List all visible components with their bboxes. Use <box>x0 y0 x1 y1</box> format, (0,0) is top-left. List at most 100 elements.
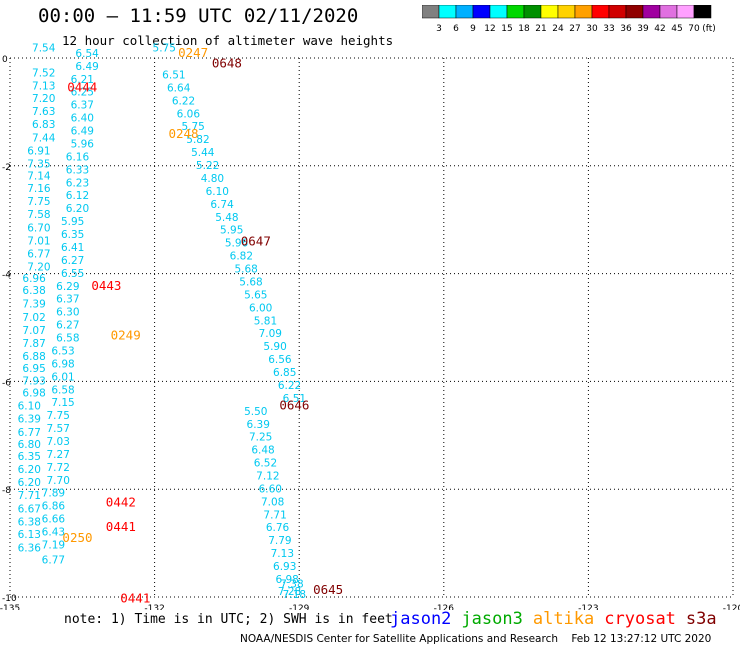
wave-height-value: 7.02 <box>22 312 45 324</box>
wave-height-values: 7.547.527.137.207.636.837.446.917.357.14… <box>18 43 306 602</box>
wave-height-value: 5.48 <box>215 212 238 224</box>
wave-height-value: 6.70 <box>27 223 50 235</box>
wave-height-value: 5.96 <box>225 238 249 250</box>
x-tick-label: -126 <box>434 604 455 610</box>
wave-height-value: 7.07 <box>22 325 45 337</box>
wave-height-value: 7.20 <box>27 261 50 273</box>
wave-height-value: 7.13 <box>32 80 55 92</box>
wave-height-value: 6.85 <box>273 367 296 379</box>
wave-height-value: 6.60 <box>259 483 282 495</box>
y-tick-label: -6 <box>2 378 11 388</box>
wave-height-value: 6.86 <box>42 501 66 513</box>
wave-height-value: 7.19 <box>42 539 65 551</box>
wave-height-value: 6.20 <box>18 477 41 489</box>
y-tick-label: 0 <box>2 55 8 65</box>
wave-height-value: 6.20 <box>66 203 89 215</box>
wave-height-value: 7.12 <box>256 470 279 482</box>
wave-height-value: 6.82 <box>230 251 253 263</box>
wave-height-value: 6.77 <box>42 555 65 567</box>
legend-altika: altika <box>532 609 595 629</box>
wave-height-value: 6.37 <box>71 100 94 112</box>
wave-height-value: 6.33 <box>66 164 89 176</box>
wave-height-value: 6.52 <box>254 458 277 470</box>
x-tick-label: -129 <box>289 604 310 610</box>
wave-height-value: 7.38 <box>280 578 303 590</box>
wave-height-value: 5.22 <box>196 160 219 172</box>
wave-height-value: 6.27 <box>61 255 84 267</box>
wave-height-value: 7.35 <box>27 158 50 170</box>
time-label: 0249 <box>111 327 141 342</box>
time-label: 0645 <box>313 582 343 597</box>
wave-height-value: 5.95 <box>61 216 84 228</box>
axis-ticks: 0 -2 -4 -6 -8 -10-135 -132 -129 -126 -123 -120 <box>0 55 740 610</box>
wave-height-value: 6.93 <box>273 561 296 573</box>
footnote: note: 1) Time is in UTC; 2) SWH is in fe… <box>64 612 393 627</box>
y-tick-label: -2 <box>2 163 11 173</box>
colorbar-label: 33 <box>603 24 614 34</box>
satellite-legend: jason2 jason3 altika cryosat s3a <box>390 609 727 629</box>
wave-height-value: 6.49 <box>71 126 94 138</box>
colorbar-label: 30 <box>586 24 598 34</box>
wave-height-value: 7.03 <box>47 436 70 448</box>
legend-jason3: jason3 <box>461 609 523 629</box>
time-label: 0248 <box>168 126 198 141</box>
wave-height-value: 6.51 <box>283 393 306 405</box>
wave-height-value: 5.75 <box>153 43 176 55</box>
wave-height-value: 7.09 <box>259 328 282 340</box>
wave-height-value: 6.39 <box>247 419 270 431</box>
wave-height-value: 6.35 <box>61 229 84 241</box>
wave-height-value: 6.80 <box>18 439 41 451</box>
wave-height-value: 5.75 <box>181 121 204 133</box>
wave-height-value: 7.52 <box>32 67 55 79</box>
wave-height-value: 6.10 <box>18 400 41 412</box>
wave-height-value: 6.27 <box>56 320 79 332</box>
wave-height-value: 7.63 <box>32 106 55 118</box>
wave-height-value: 6.20 <box>18 464 41 476</box>
wave-height-value: 6.51 <box>162 69 185 81</box>
wave-height-value: 5.81 <box>254 315 277 327</box>
time-label: 0443 <box>91 278 121 293</box>
wave-height-value: 6.38 <box>22 285 45 297</box>
time-label: 0648 <box>212 56 242 71</box>
colorbar-label: 21 <box>535 24 546 34</box>
wave-height-value: 5.68 <box>239 276 262 288</box>
colorbar-swatch <box>693 5 712 19</box>
y-tick-label: -4 <box>2 271 11 281</box>
wave-height-value: 6.13 <box>18 529 41 541</box>
wave-height-value: 6.56 <box>268 354 292 366</box>
wave-height-value: 7.18 <box>283 589 306 601</box>
chart-subtitle: 12 hour collection of altimeter wave hei… <box>62 33 394 48</box>
time-label: 0442 <box>106 494 136 509</box>
wave-height-value: 7.58 <box>27 209 50 221</box>
wave-height-value: 6.67 <box>18 503 41 515</box>
colorbar-label: 24 <box>552 24 564 34</box>
wave-height-value: 6.36 <box>18 543 42 555</box>
wave-height-value: 7.44 <box>32 133 56 145</box>
wave-height-value: 7.72 <box>47 462 70 474</box>
legend-cryosat: cryosat <box>604 609 676 629</box>
colorbar-label: 15 <box>501 24 512 34</box>
wave-height-value: 5.95 <box>220 225 243 237</box>
wave-height-value: 6.77 <box>27 248 50 260</box>
wave-height-value: 6.37 <box>56 294 79 306</box>
wave-height-value: 6.76 <box>266 522 290 534</box>
chart-title: 00:00 – 11:59 UTC 02/11/2020 <box>38 5 359 27</box>
wave-height-value: 6.74 <box>210 199 234 211</box>
time-label: 0444 <box>67 79 97 94</box>
wave-height-value: 6.83 <box>32 119 55 131</box>
wave-height-value: 7.39 <box>22 299 45 311</box>
time-label: 0247 <box>178 45 208 60</box>
wave-height-value: 6.98 <box>275 574 298 586</box>
wave-height-value: 6.25 <box>71 87 94 99</box>
wave-height-value: 7.20 <box>32 93 55 105</box>
wave-height-value: 6.77 <box>18 427 41 439</box>
wave-height-value: 5.96 <box>71 138 95 150</box>
wave-height-value: 6.43 <box>42 527 65 539</box>
wave-height-value: 6.66 <box>42 514 66 526</box>
time-label: 0250 <box>62 530 92 545</box>
wave-height-value: 7.57 <box>47 423 70 435</box>
time-label: 0646 <box>279 397 309 412</box>
wave-height-value: 6.55 <box>61 268 84 280</box>
wave-height-value: 6.64 <box>167 82 191 94</box>
wave-height-value: 7.93 <box>22 376 45 388</box>
